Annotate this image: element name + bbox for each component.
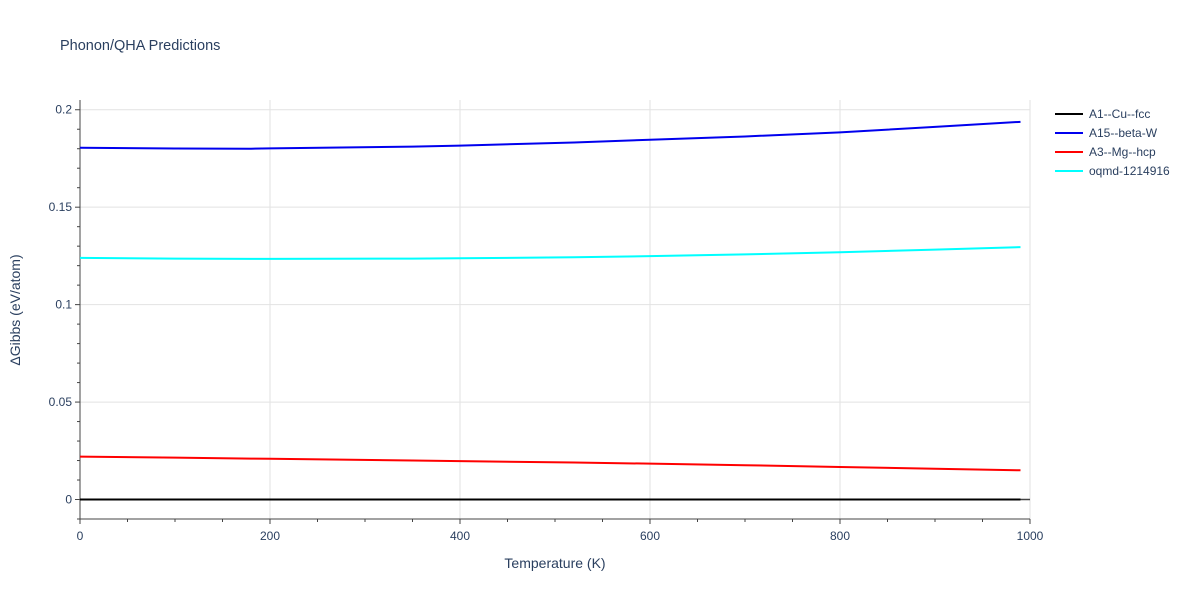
x-tick-label: 600: [640, 529, 660, 543]
legend-item[interactable]: oqmd-1214916: [1055, 164, 1170, 178]
axes: 0 200 400 600 800 1000 0 0.05 0.1 0.15 0.2: [49, 100, 1044, 543]
legend-label: A1--Cu--fcc: [1089, 107, 1150, 121]
y-tick-label: 0: [65, 493, 72, 507]
legend[interactable]: A1--Cu--fcc A15--beta-W A3--Mg--hcp oqmd-12…: [1055, 107, 1170, 178]
series-line-a3-mg-hcp: [79, 455, 1021, 472]
y-tick-label: 0.05: [49, 395, 73, 409]
series-line-a15-beta-w: [79, 120, 1021, 150]
x-tick-label: 400: [450, 529, 470, 543]
x-tick-label: 0: [77, 529, 84, 543]
y-axis-title: ΔGibbs (eV/atom): [7, 254, 23, 365]
y-tick-label: 0.1: [55, 298, 72, 312]
series-line-oqmd-1214916: [79, 246, 1021, 260]
legend-item[interactable]: A3--Mg--hcp: [1055, 145, 1156, 159]
y-tick-label: 0.15: [49, 200, 73, 214]
legend-label: A3--Mg--hcp: [1089, 145, 1156, 159]
chart-title: Phonon/QHA Predictions: [60, 38, 220, 54]
legend-label: A15--beta-W: [1089, 126, 1158, 140]
x-tick-label: 1000: [1017, 529, 1044, 543]
series-lines: [79, 120, 1021, 501]
x-tick-label: 800: [830, 529, 850, 543]
x-tick-label: 200: [260, 529, 280, 543]
legend-label: oqmd-1214916: [1089, 164, 1170, 178]
x-axis-title: Temperature (K): [504, 555, 605, 571]
legend-item[interactable]: A15--beta-W: [1055, 126, 1158, 140]
y-tick-label: 0.2: [55, 103, 72, 117]
legend-item[interactable]: A1--Cu--fcc: [1055, 107, 1150, 121]
grid: [80, 100, 1031, 519]
